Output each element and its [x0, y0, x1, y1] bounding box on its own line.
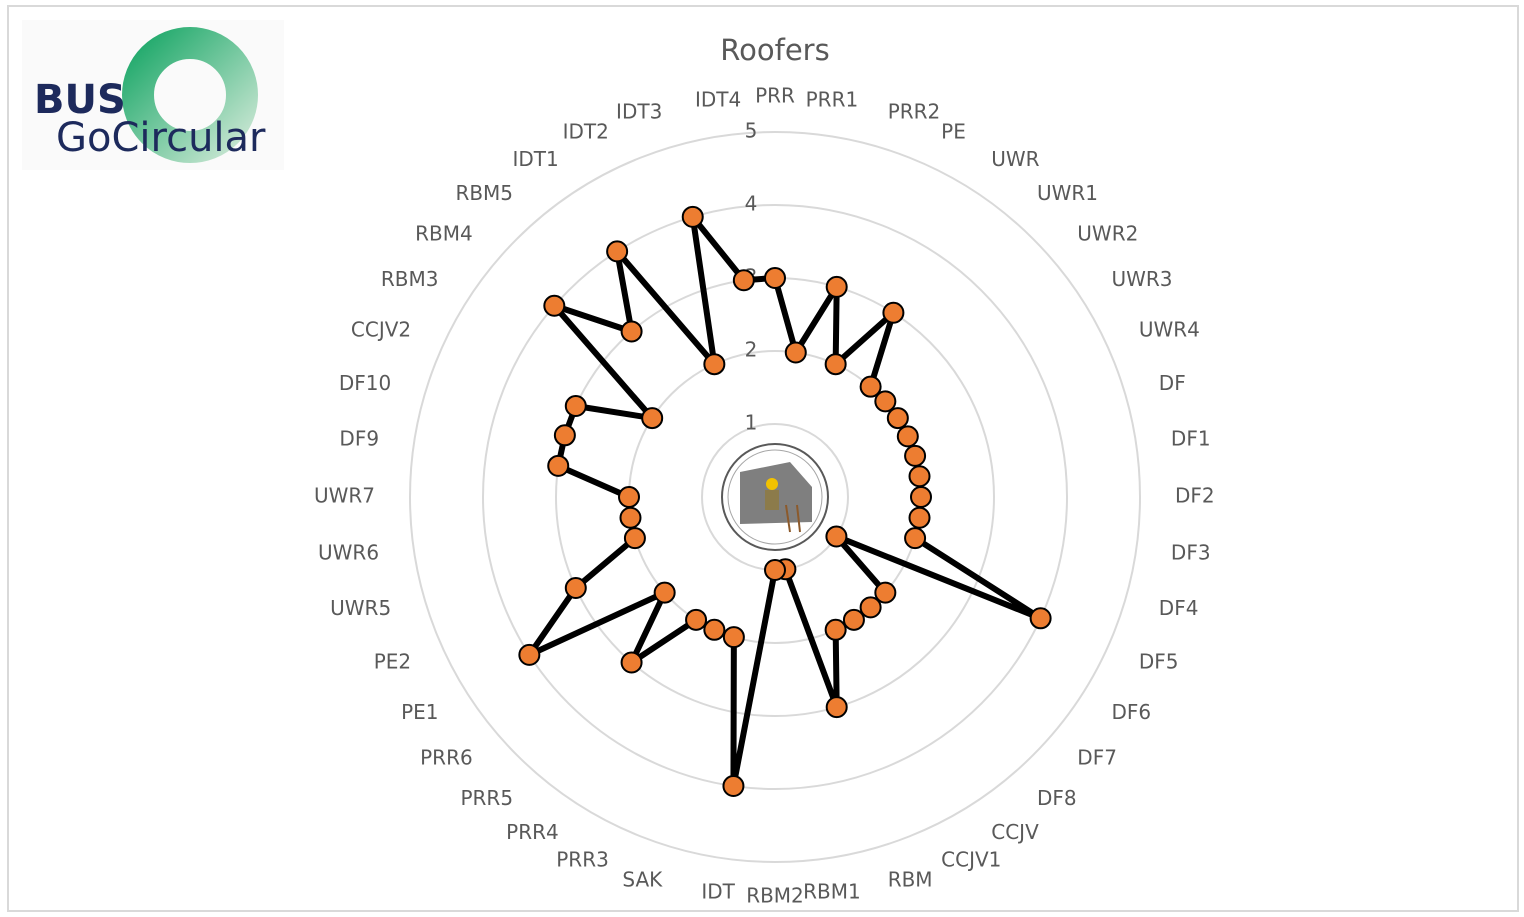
- data-point: [723, 776, 743, 796]
- data-point: [548, 456, 568, 476]
- data-point: [620, 508, 640, 528]
- category-label: RBM2: [746, 884, 804, 908]
- y-tick-label: 1: [745, 411, 758, 435]
- category-label: PRR3: [556, 847, 609, 871]
- category-label: PRR1: [806, 88, 859, 112]
- category-label: CCJV1: [941, 847, 1001, 871]
- data-point: [1031, 608, 1051, 628]
- category-label: DF5: [1139, 650, 1179, 674]
- icon-worker: [765, 490, 779, 510]
- data-point: [607, 241, 627, 261]
- data-point: [826, 354, 846, 374]
- category-label: CCJV: [991, 820, 1039, 844]
- category-label: PRR4: [506, 820, 559, 844]
- category-label: DF3: [1171, 540, 1211, 564]
- y-tick-label: 5: [745, 119, 758, 143]
- category-label: SAK: [622, 867, 663, 891]
- category-label: PRR: [755, 84, 795, 108]
- category-label: RBM1: [803, 879, 861, 903]
- data-point: [642, 408, 662, 428]
- category-label: DF4: [1159, 596, 1199, 620]
- data-point: [910, 508, 930, 528]
- data-point: [875, 391, 895, 411]
- data-point: [724, 627, 744, 647]
- category-label: CCJV2: [351, 317, 411, 341]
- category-label: DF2: [1175, 484, 1215, 508]
- data-point: [827, 697, 847, 717]
- category-label: DF6: [1112, 700, 1152, 724]
- data-point: [622, 321, 642, 341]
- data-point: [566, 396, 586, 416]
- category-label: UWR6: [318, 540, 379, 564]
- data-point: [765, 268, 785, 288]
- category-label: IDT3: [616, 100, 662, 124]
- category-label: RBM4: [415, 222, 473, 246]
- data-point: [625, 528, 645, 548]
- category-label: UWR4: [1139, 317, 1200, 341]
- category-label: UWR: [991, 147, 1039, 171]
- category-label: UWR5: [330, 596, 391, 620]
- data-point: [898, 426, 918, 446]
- data-point: [905, 446, 925, 466]
- category-label: DF9: [339, 427, 379, 451]
- category-label: UWR1: [1037, 181, 1098, 205]
- category-label: UWR2: [1077, 222, 1138, 246]
- center-icon: [722, 444, 828, 550]
- category-label: IDT2: [563, 120, 609, 144]
- category-label: UWR7: [314, 484, 375, 508]
- data-point: [704, 620, 724, 640]
- y-tick-label: 2: [745, 338, 758, 362]
- data-point: [519, 645, 539, 665]
- data-point: [827, 277, 847, 297]
- category-label: IDT: [701, 879, 735, 903]
- data-point: [844, 610, 864, 630]
- category-label: DF10: [339, 371, 391, 395]
- category-label: PRR6: [420, 745, 473, 769]
- data-point: [883, 303, 903, 323]
- category-label: PRR5: [460, 786, 513, 810]
- data-point: [734, 270, 754, 290]
- category-label: DF: [1159, 371, 1186, 395]
- data-point: [765, 560, 785, 580]
- data-point: [683, 207, 703, 227]
- category-label: DF1: [1171, 427, 1211, 451]
- data-point: [704, 354, 724, 374]
- category-label: DF8: [1037, 786, 1077, 810]
- logo-text: GoCircular: [56, 115, 266, 161]
- chart: BUS GoCircular Roofers 12345PRRPRR1PRR2P…: [0, 0, 1524, 917]
- data-point: [655, 583, 675, 603]
- category-label: PRR2: [888, 100, 941, 124]
- category-label: IDT4: [695, 88, 741, 112]
- y-tick-label: 4: [745, 192, 758, 216]
- data-point: [555, 425, 575, 445]
- data-point: [905, 528, 925, 548]
- data-point: [686, 610, 706, 630]
- category-label: PE1: [401, 700, 438, 724]
- data-point: [786, 342, 806, 362]
- data-point: [911, 487, 931, 507]
- data-point: [622, 653, 642, 673]
- category-label: IDT1: [512, 147, 558, 171]
- data-point: [826, 526, 846, 546]
- category-label: RBM: [888, 867, 933, 891]
- data-point: [910, 466, 930, 486]
- category-label: UWR3: [1112, 267, 1173, 291]
- category-label: RBM5: [455, 181, 513, 205]
- data-point: [888, 408, 908, 428]
- data-point: [826, 620, 846, 640]
- data-point: [861, 597, 881, 617]
- category-label: PE: [941, 120, 966, 144]
- category-label: RBM3: [381, 267, 439, 291]
- data-point: [566, 578, 586, 598]
- data-point: [619, 487, 639, 507]
- data-point: [544, 296, 564, 316]
- category-label: PE2: [374, 650, 411, 674]
- chart-title: Roofers: [720, 33, 829, 67]
- icon-worker: [766, 478, 778, 490]
- category-label: DF7: [1077, 745, 1117, 769]
- logo: BUS GoCircular: [22, 20, 284, 170]
